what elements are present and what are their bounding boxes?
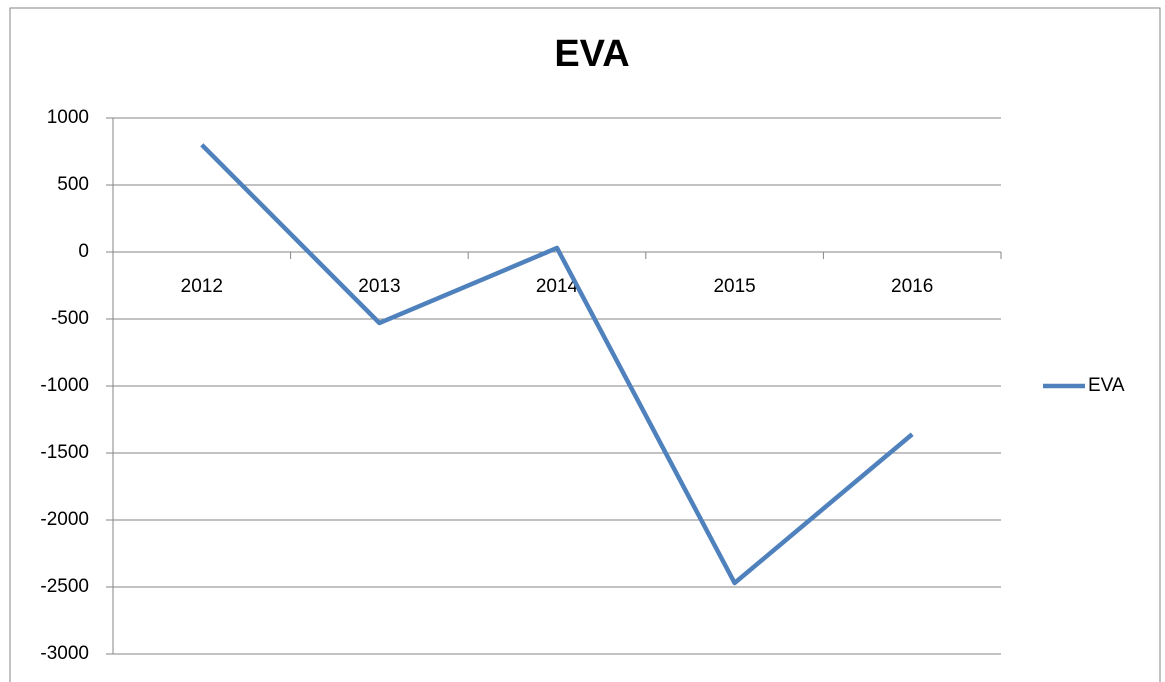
y-tick-label: -2000 <box>40 509 89 530</box>
x-tick-label: 2013 <box>358 276 400 297</box>
x-tick-label: 2014 <box>536 276 579 297</box>
y-tick-label: 1000 <box>47 107 89 128</box>
y-tick-label: -3000 <box>40 643 89 664</box>
chart-frame <box>9 7 1161 682</box>
y-tick-label: 500 <box>57 174 89 195</box>
x-tick-label: 2015 <box>713 276 755 297</box>
x-tick-label: 2012 <box>181 276 223 297</box>
y-tick-label: -1000 <box>40 375 89 396</box>
y-tick-label: -2500 <box>40 576 89 597</box>
data-line <box>200 143 914 586</box>
y-tick-label: -500 <box>51 308 89 329</box>
x-tick-label: 2016 <box>891 276 933 297</box>
chart-title: EVA <box>554 33 629 75</box>
legend-label: EVA <box>1088 375 1125 396</box>
y-tick-label: -1500 <box>40 442 89 463</box>
y-tick-label: 0 <box>78 241 89 262</box>
